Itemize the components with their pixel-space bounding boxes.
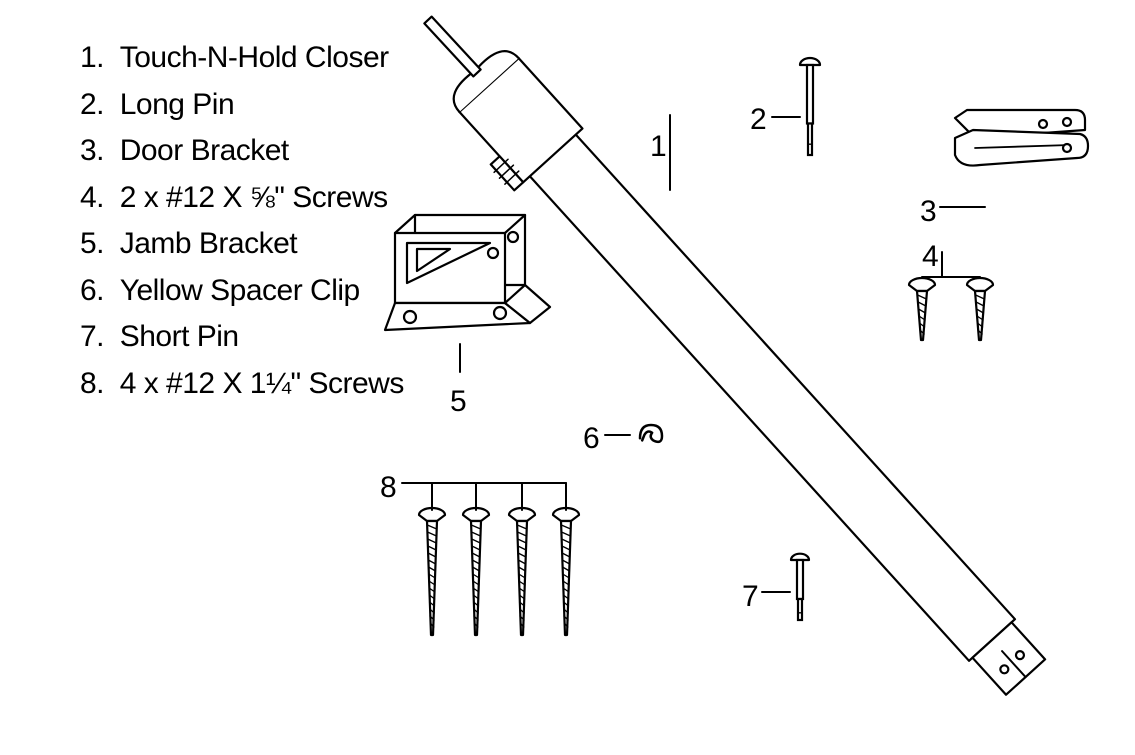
callout-4: 4 bbox=[922, 240, 939, 274]
callout-7: 7 bbox=[742, 580, 759, 614]
callout-8: 8 bbox=[380, 471, 397, 505]
parts-illustration bbox=[0, 0, 1135, 755]
diagram-canvas: 1. Touch-N-Hold Closer 2. Long Pin 3. Do… bbox=[0, 0, 1135, 755]
callout-2: 2 bbox=[750, 103, 767, 137]
callout-3: 3 bbox=[920, 195, 937, 229]
callout-6: 6 bbox=[583, 422, 600, 456]
callout-5: 5 bbox=[450, 385, 467, 419]
callout-1: 1 bbox=[650, 130, 667, 164]
